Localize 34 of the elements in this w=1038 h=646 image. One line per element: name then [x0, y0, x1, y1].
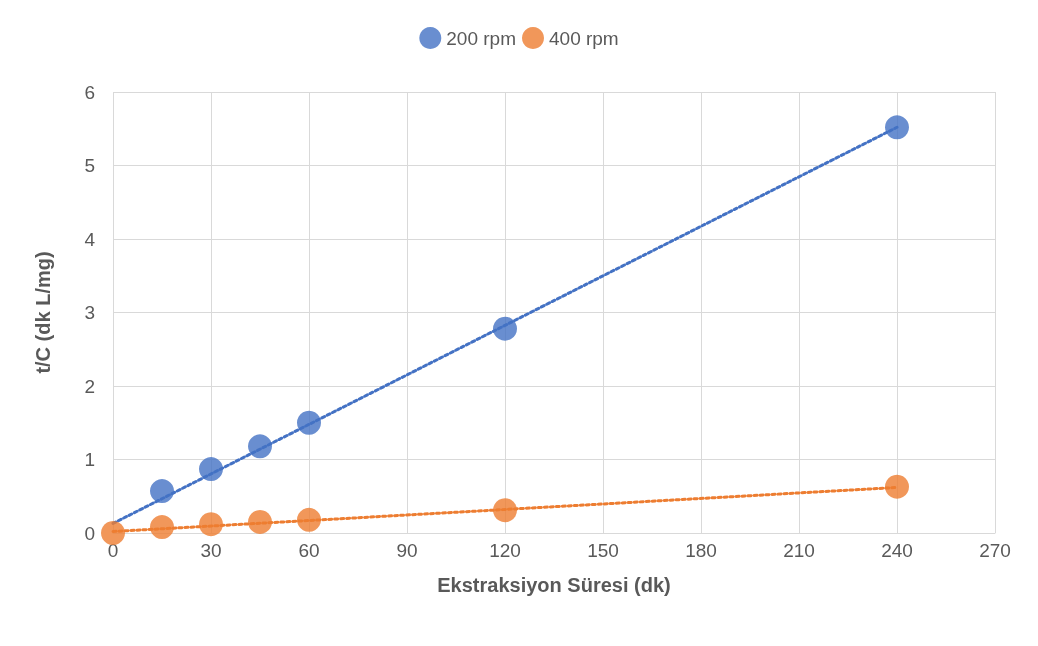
y-tick-label: 2 — [84, 375, 95, 397]
x-tick-label: 180 — [685, 540, 717, 561]
y-tick-label: 0 — [84, 522, 95, 544]
y-tick-label: 1 — [84, 449, 95, 470]
point — [248, 509, 272, 534]
x-tick-label: 30 — [200, 540, 222, 561]
x-tick-label: 120 — [489, 540, 521, 561]
y-tick-label: 5 — [84, 155, 95, 176]
legend-label: 400 rpm — [549, 27, 619, 49]
point — [248, 434, 272, 459]
point — [493, 316, 517, 341]
x-tick-label: 240 — [881, 540, 913, 561]
x-tick-label: 150 — [587, 540, 619, 561]
x-tick-label: 0 — [107, 540, 119, 561]
x-tick-label: 270 — [979, 540, 1011, 561]
x-tick-label: 210 — [783, 540, 815, 561]
point — [493, 498, 517, 523]
y-tick-label: 3 — [84, 302, 95, 323]
x-axis-title: Ekstraksiyon Süresi (dk) — [437, 574, 671, 596]
point — [885, 474, 909, 499]
x-tick-label: 60 — [298, 540, 320, 561]
point — [297, 507, 321, 532]
point — [885, 115, 909, 140]
point — [297, 410, 321, 435]
x-tick-label: 90 — [396, 540, 418, 561]
legend-label: 200 rpm — [446, 27, 516, 49]
y-tick-label: 6 — [84, 81, 95, 103]
y-axis-title: t/C (dk L/mg) — [32, 251, 54, 374]
point — [150, 479, 174, 504]
point — [199, 457, 223, 482]
y-tick-label: 4 — [84, 228, 96, 250]
point — [150, 515, 174, 540]
point — [199, 512, 223, 537]
point — [101, 521, 125, 545]
